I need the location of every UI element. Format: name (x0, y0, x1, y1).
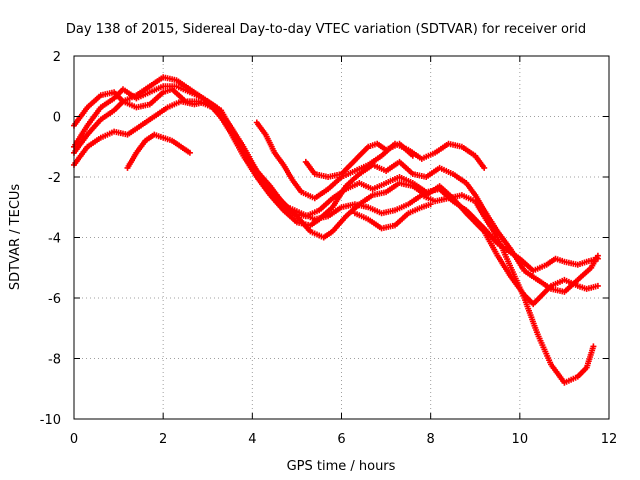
y-tick-label: 0 (53, 111, 61, 126)
series-markers (351, 201, 434, 232)
grid (74, 56, 609, 419)
y-tick-label: -6 (48, 292, 61, 307)
series-day-5 (124, 131, 193, 171)
series-day-4 (71, 98, 597, 386)
series-day-8 (351, 201, 434, 232)
series-markers (124, 131, 193, 171)
series-layer (71, 74, 601, 386)
series-markers (302, 140, 416, 180)
x-tick-label: 6 (337, 432, 345, 447)
x-tick-label: 2 (159, 432, 167, 447)
series-day-7 (302, 140, 416, 180)
x-axis-label: GPS time / hours (287, 459, 396, 474)
axis-ticks: 0 2 4 6 8 10 12 -10 -8 -6 -4 -2 0 2 (40, 50, 618, 447)
x-tick-label: 12 (601, 432, 618, 447)
x-tick-label: 4 (248, 432, 256, 447)
x-tick-label: 10 (512, 432, 529, 447)
y-tick-label: -2 (48, 171, 61, 186)
y-tick-label: 2 (53, 50, 61, 65)
x-tick-label: 0 (70, 432, 78, 447)
series-markers (71, 98, 597, 386)
y-tick-label: -8 (48, 353, 61, 368)
chart-title: Day 138 of 2015, Sidereal Day-to-day VTE… (66, 22, 586, 37)
y-tick-label: -10 (40, 413, 61, 428)
x-tick-label: 8 (427, 432, 435, 447)
y-tick-label: -4 (48, 232, 61, 247)
y-axis-label: SDTVAR / TECUs (8, 184, 23, 291)
